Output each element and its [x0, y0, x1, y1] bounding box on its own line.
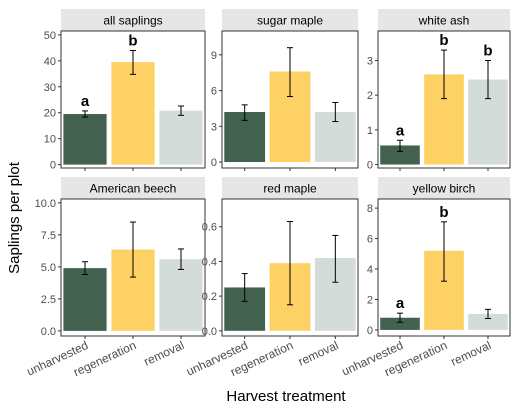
y-tick-label: 2.5 — [41, 294, 56, 306]
x-axis-title: Harvest treatment — [226, 388, 346, 405]
y-tick-label: 0 — [211, 157, 217, 169]
significance-letter: b — [483, 42, 492, 59]
significance-letter: a — [396, 295, 405, 312]
y-tick-label: 3 — [211, 121, 217, 133]
facet-strip — [378, 177, 510, 199]
bar — [159, 259, 203, 331]
y-tick-label: 7.5 — [41, 230, 56, 242]
y-tick-label: 10 — [44, 134, 56, 146]
x-tick-label: removal — [296, 338, 341, 369]
bar — [63, 114, 107, 165]
facet-panel: sugar maple 0 3 6 9 — [211, 9, 359, 171]
y-tick-label: 50 — [44, 30, 56, 42]
y-tick-label: 4 — [367, 264, 373, 276]
bar — [111, 62, 155, 165]
facet-title: sugar maple — [257, 14, 323, 28]
y-tick-label: 0.6 — [202, 222, 217, 234]
x-tick-label: removal — [142, 338, 187, 369]
facet-panel: yellow birch a b 0 2 4 6 8 — [367, 177, 511, 339]
facet-panel: white ash a b b 0 1 2 3 — [367, 9, 511, 172]
bar — [63, 268, 107, 331]
y-tick-label: 20 — [44, 108, 56, 120]
facet-strip — [61, 177, 205, 199]
facet-title: all saplings — [103, 14, 162, 28]
y-tick-label: 6 — [367, 234, 373, 246]
significance-letter: a — [396, 122, 405, 139]
y-tick-label: 1 — [367, 125, 373, 137]
y-tick-label: 5.0 — [41, 262, 56, 274]
y-tick-label: 9 — [211, 50, 217, 62]
facet-strip — [222, 9, 358, 31]
facet-strip — [222, 177, 358, 199]
y-tick-label: 0 — [367, 325, 373, 337]
y-tick-label: 0 — [367, 160, 373, 172]
facet-strip — [61, 9, 205, 31]
significance-letter: a — [81, 93, 90, 110]
significance-letter: b — [128, 32, 137, 49]
y-tick-label: 6 — [211, 86, 217, 98]
y-tick-label: 0.0 — [202, 326, 217, 338]
y-tick-label: 8 — [367, 203, 373, 215]
x-tick-label: removal — [449, 338, 494, 369]
y-axis-title: Saplings per plot — [6, 161, 23, 274]
y-tick-label: 0.0 — [41, 326, 56, 338]
y-tick-label: 0.4 — [202, 256, 217, 268]
bar — [468, 313, 508, 330]
y-tick-label: 3 — [367, 55, 373, 67]
y-tick-label: 40 — [44, 56, 56, 68]
bar — [159, 110, 203, 165]
bar — [380, 317, 420, 330]
facet-panel: all saplings a b 0 10 20 30 40 50 — [44, 9, 206, 172]
facet-panel: red maple 0.0 0.2 0.4 0.6 — [202, 177, 359, 339]
facet-title: yellow birch — [413, 182, 476, 196]
facet-title: red maple — [263, 182, 317, 196]
bar — [380, 145, 420, 165]
significance-letter: b — [439, 204, 448, 221]
y-tick-label: 30 — [44, 82, 56, 94]
y-tick-label: 10.0 — [35, 198, 56, 210]
y-tick-label: 0 — [50, 160, 56, 172]
facet-panel: American beech 0.0 2.5 5.0 7.5 10.0 — [35, 177, 206, 339]
facet-title: white ash — [418, 14, 470, 28]
y-tick-label: 2 — [367, 90, 373, 102]
y-tick-label: 2 — [367, 294, 373, 306]
facet-strip — [378, 9, 510, 31]
y-tick-label: 0.2 — [202, 291, 217, 303]
significance-letter: b — [439, 32, 448, 49]
facet-title: American beech — [90, 182, 177, 196]
